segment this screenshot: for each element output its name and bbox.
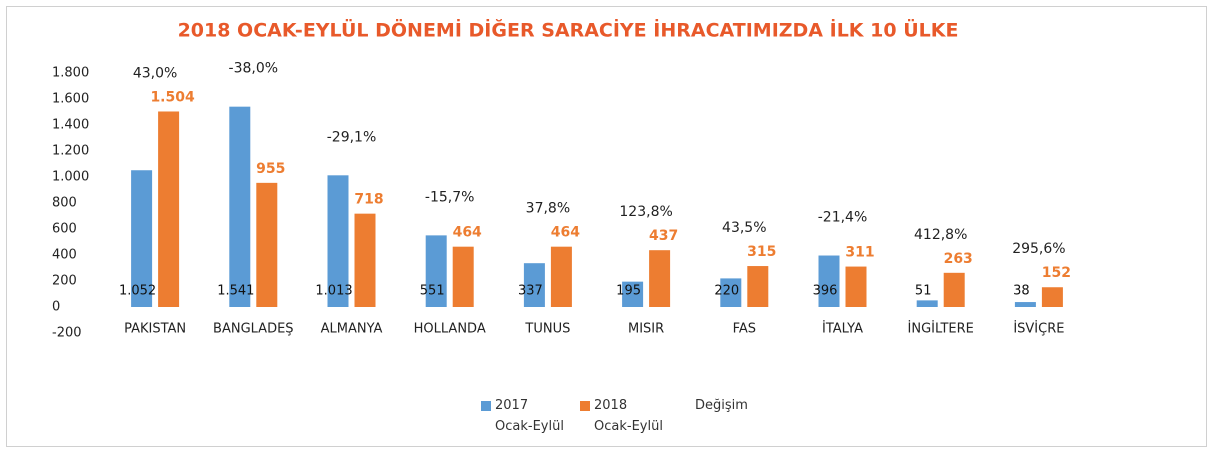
y-tick-label: 1.600 [52, 92, 89, 107]
data-label: 396 [813, 284, 838, 299]
data-label: 263 [944, 251, 973, 267]
data-label: 152 [1042, 265, 1071, 281]
bar [1014, 302, 1036, 307]
change-label: 43,0% [133, 65, 177, 81]
data-label: 718 [354, 192, 383, 208]
bar [452, 246, 474, 307]
bar [622, 281, 644, 307]
data-label: 1.504 [150, 89, 195, 105]
legend-label: Değişim [695, 398, 748, 413]
bar [720, 278, 742, 307]
bar [229, 106, 251, 307]
bar [158, 111, 180, 307]
legend-label: 2017 Ocak-Eylül [495, 398, 564, 434]
change-label: -21,4% [818, 210, 868, 226]
x-tick-label: ALMANYA [321, 322, 383, 337]
data-label: 315 [747, 244, 776, 260]
legend-key [481, 401, 491, 411]
data-label: 1.541 [217, 284, 254, 299]
chart-title: 2018 OCAK-EYLÜL DÖNEMİ DİĞER SARACİYE İH… [178, 18, 959, 42]
change-label: -38,0% [229, 61, 279, 77]
y-tick-label: 800 [52, 196, 77, 211]
change-label: -15,7% [425, 189, 475, 205]
x-tick-label: İNGİLTERE [908, 321, 974, 337]
legend-key [580, 401, 590, 411]
y-tick-label: 1.400 [52, 118, 89, 133]
bar [649, 250, 671, 307]
bar [550, 246, 572, 307]
bar [327, 175, 349, 307]
data-label: 437 [649, 228, 678, 244]
bar [523, 263, 545, 307]
chart-border [6, 6, 1207, 447]
bar [1041, 287, 1063, 307]
data-label: 195 [616, 284, 641, 299]
x-tick-label: PAKISTAN [124, 322, 186, 337]
change-label: -29,1% [327, 129, 377, 145]
y-tick-label: 1.800 [52, 66, 89, 81]
x-tick-label: MISIR [628, 322, 664, 337]
legend-label: 2018 Ocak-Eylül [594, 398, 663, 434]
change-label: 295,6% [1012, 241, 1065, 257]
y-tick-label: 1.200 [52, 144, 89, 159]
data-label: 955 [256, 161, 285, 177]
x-tick-label: HOLLANDA [414, 322, 486, 337]
data-label: 1.013 [315, 284, 352, 299]
bar [916, 300, 938, 307]
y-tick-label: 1.000 [52, 170, 89, 185]
bar [818, 255, 840, 307]
data-label: 464 [551, 225, 580, 241]
data-label: 464 [453, 225, 482, 241]
x-tick-label: İTALYA [822, 321, 863, 337]
bar [747, 266, 769, 307]
y-tick-label: 200 [52, 274, 77, 289]
bar [256, 182, 278, 307]
change-label: 37,8% [526, 201, 570, 217]
x-tick-label: TUNUS [524, 322, 570, 337]
y-tick-label: 600 [52, 222, 77, 237]
data-label: 311 [845, 245, 874, 261]
data-label: 220 [714, 284, 739, 299]
bar [131, 170, 153, 307]
change-label: 43,5% [722, 220, 766, 236]
x-tick-label: FAS [733, 322, 756, 337]
y-tick-label: 400 [52, 248, 77, 263]
x-tick-label: İSVİÇRE [1013, 321, 1064, 337]
bar [425, 235, 447, 307]
change-label: 123,8% [619, 204, 672, 220]
bar [845, 266, 867, 307]
data-label: 551 [420, 284, 445, 299]
y-tick-label: -200 [52, 326, 82, 341]
change-label: 412,8% [914, 227, 967, 243]
bar [354, 213, 376, 307]
data-label: 51 [915, 284, 932, 299]
bar [943, 272, 965, 307]
x-tick-label: BANGLADEŞ [213, 322, 294, 337]
data-label: 38 [1013, 284, 1030, 299]
data-label: 1.052 [119, 284, 156, 299]
data-label: 337 [518, 284, 543, 299]
y-tick-label: 0 [52, 300, 60, 315]
